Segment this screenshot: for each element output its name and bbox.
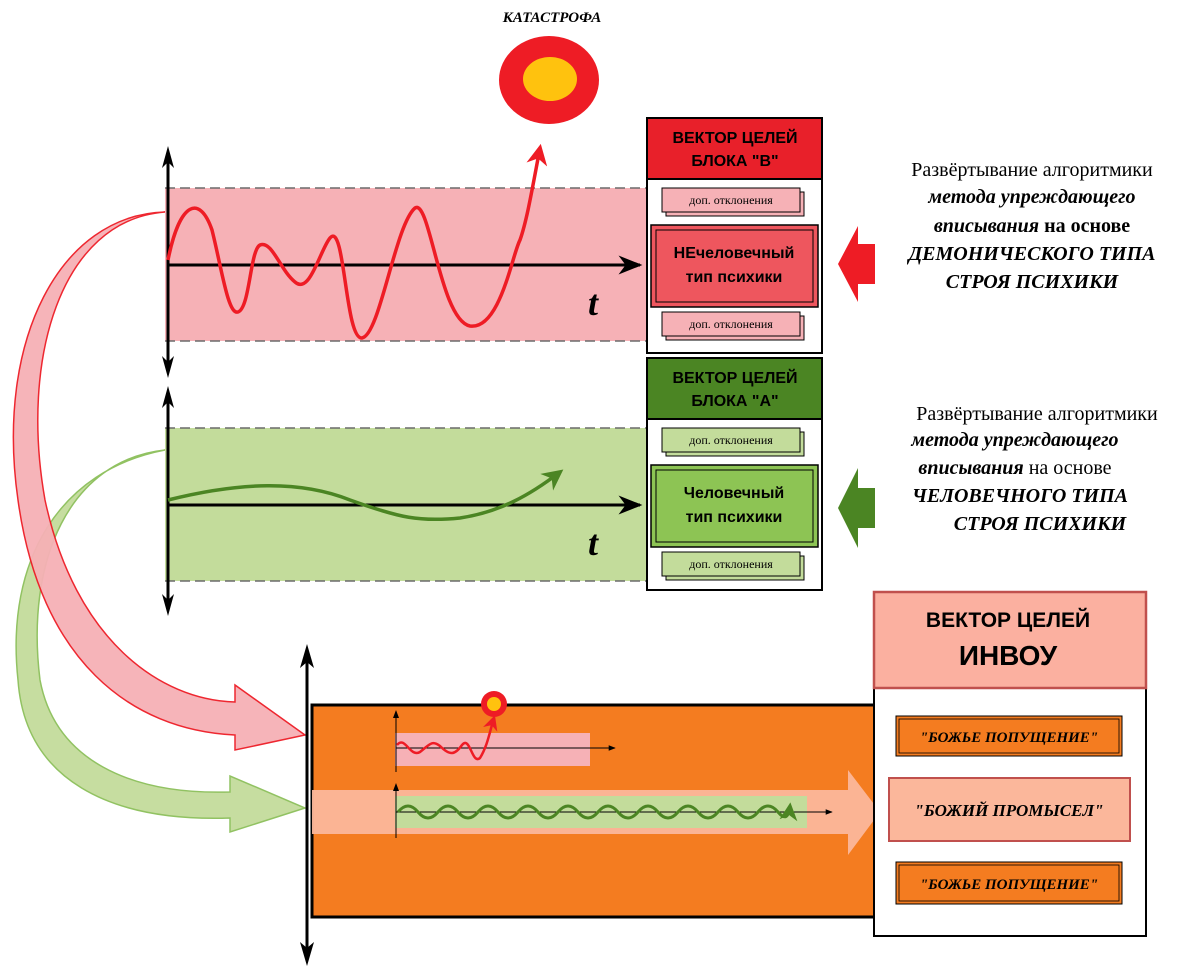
block-b-desc-line1: Развёртывание алгоритмики — [911, 159, 1153, 181]
block-b-deviation-bottom: доп. отклонения — [689, 317, 773, 331]
invou-mini-green-trajectory — [396, 802, 798, 822]
block-b-type-line1: НЕчеловечный — [674, 245, 795, 262]
block-b-left-arrow — [838, 226, 875, 302]
invou-item-top: "БОЖЬЕ ПОПУЩЕНИЕ" — [920, 730, 1098, 746]
block-b-header-line2: БЛОКА "В" — [691, 153, 778, 170]
block-a-trajectory — [167, 469, 564, 522]
invou-header-line1: ВЕКТОР ЦЕЛЕЙ — [926, 608, 1090, 632]
red-curved-arrow — [12, 211, 307, 751]
block-b-header-line1: ВЕКТОР ЦЕЛЕЙ — [672, 128, 797, 147]
block-a-header-line2: БЛОКА "А" — [691, 393, 778, 410]
block-b-type-line2: тип психики — [686, 269, 783, 286]
block-a-goal-box: ВЕКТОР ЦЕЛЕЙ БЛОКА "А" доп. отклонения Ч… — [646, 357, 823, 591]
block-a-header-line1: ВЕКТОР ЦЕЛЕЙ — [672, 368, 797, 387]
invou-item-middle: "БОЖИЙ ПРОМЫСЕЛ" — [914, 801, 1103, 820]
invou-header-line2: ИНВОУ — [959, 640, 1058, 671]
block-b-t-label: t — [588, 283, 599, 323]
block-b-desc-line3: вписывания на основе — [934, 215, 1130, 237]
block-a-desc-line5: СТРОЯ ПСИХИКИ — [954, 513, 1128, 535]
invou-chart — [300, 644, 884, 966]
invou-mini-red-trajectory — [396, 715, 498, 761]
block-a-header — [648, 359, 821, 419]
block-a-chart: t — [162, 386, 650, 616]
catastrophe-label: КАТАСТРОФА — [502, 10, 602, 26]
block-a-description: Развёртывание алгоритмики метода упрежда… — [910, 403, 1158, 535]
block-b-trajectory — [166, 143, 548, 340]
block-a-desc-line1: Развёртывание алгоритмики — [916, 403, 1158, 425]
block-b-desc-line5: СТРОЯ ПСИХИКИ — [946, 271, 1120, 293]
invou-item-bottom: "БОЖЬЕ ПОПУЩЕНИЕ" — [920, 877, 1098, 893]
block-a-deviation-top: доп. отклонения — [689, 433, 773, 447]
block-b-desc-line2: метода упреждающего — [927, 186, 1135, 208]
block-b-deviation-top: доп. отклонения — [689, 193, 773, 207]
block-a-type-line2: тип психики — [686, 509, 783, 526]
block-a-type-line1: Человечный — [684, 485, 784, 502]
block-b-goal-box: ВЕКТОР ЦЕЛЕЙ БЛОКА "В" доп. отклонения Н… — [646, 117, 823, 354]
block-a-left-arrow — [838, 468, 875, 548]
catastrophe-group: КАТАСТРОФА — [499, 10, 601, 124]
block-b-desc-line4: ДЕМОНИЧЕСКОГО ТИПА — [907, 243, 1156, 265]
block-a-desc-line2: метода упреждающего — [910, 429, 1118, 451]
invou-header — [872, 590, 1148, 690]
block-a-deviation-bottom: доп. отклонения — [689, 557, 773, 571]
block-a-desc-line3: вписывания на основе — [918, 457, 1111, 479]
block-b-header — [648, 119, 821, 179]
catastrophe-inner-circle — [523, 57, 577, 101]
block-b-description: Развёртывание алгоритмики метода упрежда… — [907, 159, 1156, 293]
invou-mini-red-band — [395, 733, 590, 766]
block-b-chart: t — [162, 143, 650, 378]
invou-goal-box: ВЕКТОР ЦЕЛЕЙ ИНВОУ "БОЖЬЕ ПОПУЩЕНИЕ" "БО… — [872, 590, 1148, 937]
block-a-desc-line4: ЧЕЛОВЕЧНОГО ТИПА — [912, 485, 1128, 507]
block-a-t-label: t — [588, 523, 599, 563]
